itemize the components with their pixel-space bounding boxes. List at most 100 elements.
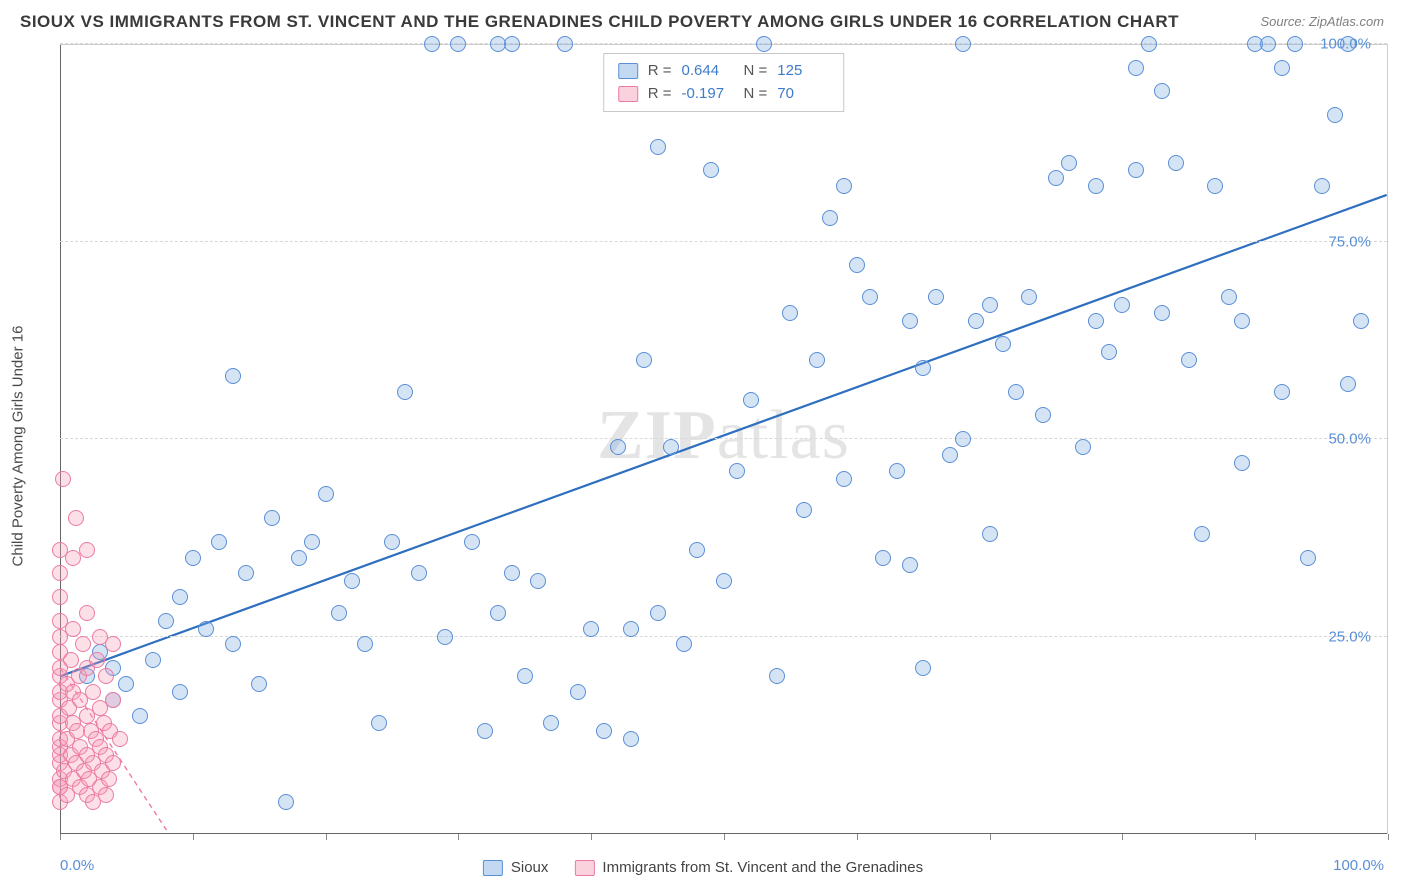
scatter-point	[676, 636, 692, 652]
y-tick-label: 75.0%	[1328, 233, 1371, 250]
scatter-point	[942, 447, 958, 463]
scatter-point	[610, 439, 626, 455]
scatter-point	[915, 660, 931, 676]
x-tick	[326, 834, 327, 840]
r-label: R =	[648, 83, 672, 106]
scatter-point	[1207, 178, 1223, 194]
scatter-point	[397, 384, 413, 400]
scatter-point	[172, 684, 188, 700]
scatter-point	[105, 755, 121, 771]
legend-label: Immigrants from St. Vincent and the Gren…	[602, 859, 923, 876]
n-label: N =	[744, 60, 768, 83]
trend-lines-svg	[60, 45, 1387, 834]
scatter-point	[490, 605, 506, 621]
scatter-point	[264, 510, 280, 526]
gridline-h	[60, 438, 1387, 439]
scatter-point	[1234, 313, 1250, 329]
x-tick	[591, 834, 592, 840]
y-tick-label: 50.0%	[1328, 431, 1371, 448]
scatter-point	[570, 684, 586, 700]
x-tick	[724, 834, 725, 840]
scatter-point	[1287, 36, 1303, 52]
scatter-point	[98, 668, 114, 684]
scatter-point	[172, 589, 188, 605]
scatter-point	[464, 534, 480, 550]
scatter-point	[52, 565, 68, 581]
scatter-point	[1353, 313, 1369, 329]
scatter-point	[89, 652, 105, 668]
x-axis-max-label: 100.0%	[1333, 857, 1384, 874]
n-value: 70	[777, 83, 829, 106]
scatter-point	[836, 471, 852, 487]
x-tick	[1122, 834, 1123, 840]
y-axis-label: Child Poverty Among Girls Under 16	[10, 326, 27, 567]
scatter-point	[1075, 439, 1091, 455]
scatter-point	[198, 621, 214, 637]
scatter-point	[1141, 36, 1157, 52]
scatter-point	[1181, 352, 1197, 368]
n-value: 125	[777, 60, 829, 83]
scatter-point	[424, 36, 440, 52]
x-tick	[990, 834, 991, 840]
scatter-point	[98, 787, 114, 803]
source-attribution: Source: ZipAtlas.com	[1260, 14, 1384, 29]
scatter-point	[1048, 170, 1064, 186]
stats-row-sioux: R = 0.644 N = 125	[618, 60, 830, 83]
scatter-point	[1194, 526, 1210, 542]
gridline-h	[60, 241, 1387, 242]
scatter-point	[145, 652, 161, 668]
scatter-point	[809, 352, 825, 368]
scatter-point	[68, 510, 84, 526]
scatter-point	[52, 589, 68, 605]
scatter-point	[623, 731, 639, 747]
n-label: N =	[744, 83, 768, 106]
scatter-point	[185, 550, 201, 566]
scatter-point	[836, 178, 852, 194]
scatter-point	[915, 360, 931, 376]
scatter-point	[1154, 305, 1170, 321]
scatter-point	[251, 676, 267, 692]
scatter-point	[729, 463, 745, 479]
x-tick	[458, 834, 459, 840]
gridline-h	[60, 636, 1387, 637]
scatter-point	[1128, 162, 1144, 178]
scatter-point	[796, 502, 812, 518]
scatter-point	[1327, 107, 1343, 123]
scatter-point	[982, 297, 998, 313]
scatter-point	[65, 621, 81, 637]
scatter-point	[504, 36, 520, 52]
scatter-point	[132, 708, 148, 724]
scatter-point	[318, 486, 334, 502]
scatter-point	[968, 313, 984, 329]
scatter-point	[75, 636, 91, 652]
scatter-point	[1221, 289, 1237, 305]
scatter-point	[1088, 313, 1104, 329]
scatter-point	[1300, 550, 1316, 566]
scatter-point	[79, 542, 95, 558]
scatter-point	[889, 463, 905, 479]
plot-area: ZIPatlas R = 0.644 N = 125 R = -0.197 N …	[60, 44, 1388, 834]
scatter-point	[1101, 344, 1117, 360]
scatter-point	[716, 573, 732, 589]
scatter-point	[1274, 60, 1290, 76]
scatter-point	[822, 210, 838, 226]
scatter-point	[623, 621, 639, 637]
scatter-point	[849, 257, 865, 273]
scatter-point	[543, 715, 559, 731]
x-axis-min-label: 0.0%	[60, 857, 94, 874]
legend-label: Sioux	[511, 859, 549, 876]
scatter-point	[1234, 455, 1250, 471]
scatter-point	[557, 36, 573, 52]
scatter-point	[1114, 297, 1130, 313]
bottom-legend: Sioux Immigrants from St. Vincent and th…	[483, 859, 923, 876]
scatter-point	[650, 139, 666, 155]
scatter-point	[743, 392, 759, 408]
chart-title: SIOUX VS IMMIGRANTS FROM ST. VINCENT AND…	[20, 12, 1179, 32]
scatter-point	[225, 368, 241, 384]
scatter-point	[278, 794, 294, 810]
x-tick	[193, 834, 194, 840]
scatter-point	[955, 431, 971, 447]
scatter-point	[304, 534, 320, 550]
scatter-point	[982, 526, 998, 542]
scatter-point	[504, 565, 520, 581]
